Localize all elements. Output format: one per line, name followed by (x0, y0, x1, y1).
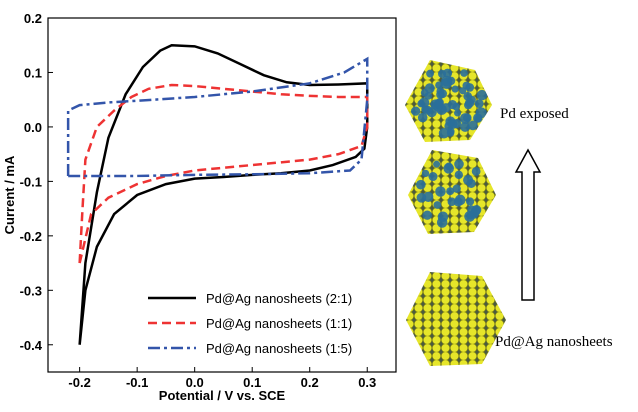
pd-atom (423, 192, 433, 202)
pd-atom (433, 201, 441, 209)
pd-atom (439, 128, 449, 138)
pd-atom (455, 171, 463, 179)
pd-atom (472, 167, 481, 176)
pd-atom (422, 170, 429, 177)
x-tick-label: 0.1 (243, 375, 261, 390)
legend-label: Pd@Ag nanosheets (2:1) (206, 291, 352, 306)
pd-atom (411, 106, 420, 115)
arrow (516, 150, 540, 300)
pd-atom (438, 70, 446, 78)
annotation: Pd@Ag nanosheets (495, 334, 613, 350)
illustration (400, 55, 540, 370)
pd-atom (460, 69, 468, 77)
figure: Pd exposed Pd@Ag nanosheets Current / mA… (0, 0, 638, 407)
pd-atom (455, 195, 466, 206)
pd-atom (446, 187, 454, 195)
pd-atom (445, 162, 453, 170)
legend-label: Pd@Ag nanosheets (1:1) (206, 316, 352, 331)
pd-atom (441, 103, 450, 112)
pd-atom (425, 83, 435, 93)
x-tick-label: 0.0 (186, 375, 204, 390)
x-tick-label: 0.3 (358, 375, 376, 390)
pd-atom (452, 85, 459, 92)
pd-atom (459, 87, 466, 94)
pd-atom (436, 90, 445, 99)
pd-atom (452, 103, 460, 111)
pd-atom (423, 210, 432, 219)
y-tick-label: 0.2 (24, 11, 42, 26)
pd-atom (465, 83, 474, 92)
pd-atom (477, 90, 487, 100)
annotation: Pd exposed (500, 106, 569, 122)
pd-atom (463, 113, 472, 122)
pd-atom (445, 116, 455, 126)
x-tick-label: -0.1 (126, 375, 148, 390)
pd-atom (438, 212, 449, 223)
pd-atom (468, 121, 478, 131)
y-tick-label: -0.4 (20, 338, 43, 353)
pd-atom (454, 110, 461, 117)
pd-atom (474, 115, 482, 123)
y-tick-label: -0.1 (20, 174, 42, 189)
pd-atom (433, 161, 440, 168)
y-tick-label: 0.1 (24, 65, 42, 80)
pd-atom (475, 99, 484, 108)
pd-atom (465, 98, 474, 107)
y-axis-label: Current / mA (2, 155, 17, 234)
pd-atom (466, 197, 474, 205)
pd-atom (454, 159, 464, 169)
pd-atom (423, 106, 432, 115)
x-tick-label: 0.2 (301, 375, 319, 390)
x-axis-label: Potential / V vs. SCE (159, 388, 286, 403)
y-tick-label: -0.3 (20, 283, 42, 298)
pd-atom (416, 180, 426, 190)
legend-label: Pd@Ag nanosheets (1:5) (206, 341, 352, 356)
pd-atom (467, 212, 474, 219)
pd-atom (426, 70, 434, 78)
pd-atom (428, 172, 437, 181)
y-tick-label: 0.0 (24, 120, 42, 135)
x-tick-label: -0.2 (68, 375, 90, 390)
y-tick-label: -0.2 (20, 229, 42, 244)
pd-atom (467, 179, 476, 188)
series-line (68, 59, 367, 176)
pd-atom (435, 186, 446, 197)
